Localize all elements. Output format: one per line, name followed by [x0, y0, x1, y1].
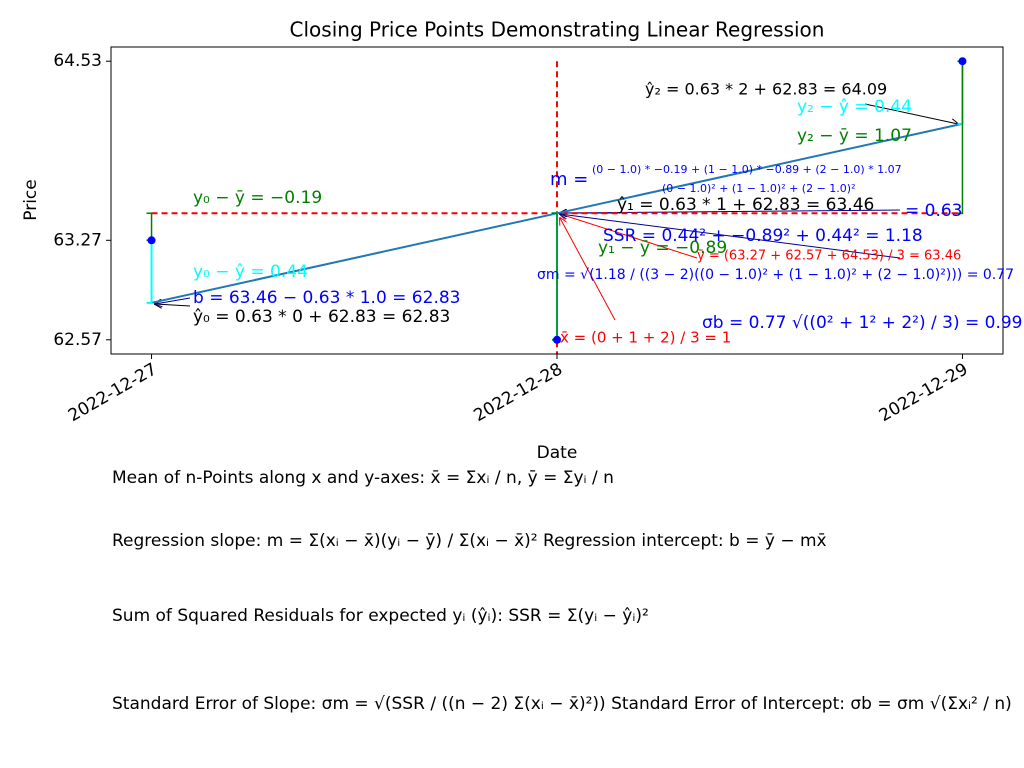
point — [553, 335, 561, 344]
x-tick-label: 2022-12-27 — [65, 359, 161, 426]
annotation: y₂ − ȳ = 1.07 — [797, 126, 912, 146]
annotation: SSR = 0.44² + −0.89² + 0.44² = 1.18 — [603, 226, 923, 246]
annotation: σm = √(1.18 / ((3 − 2)((0 − 1.0)² + (1 −… — [537, 267, 1014, 283]
annotation: = 0.63 — [905, 201, 963, 221]
y-tick-label: 64.53 — [53, 51, 102, 71]
x-tick-label: 2022-12-28 — [470, 359, 566, 426]
annotation: b = 63.46 − 0.63 * 1.0 = 62.83 — [193, 288, 460, 308]
formula: Mean of n-Points along x and y-axes: x̄ … — [112, 468, 614, 488]
arrow — [560, 214, 901, 259]
point — [958, 57, 967, 66]
annotation: y₁ − ȳ = −0.89 — [598, 238, 727, 258]
arrow — [155, 304, 191, 306]
annotation: ŷ₂ = 0.63 * 2 + 62.83 = 64.09 — [645, 80, 887, 99]
annotation: m = — [550, 169, 588, 190]
axes-frame — [110, 46, 1004, 355]
annotation: σb = 0.77 √((0² + 1² + 2²) / 3) = 0.99 — [702, 313, 1023, 333]
y-tick-label: 63.27 — [53, 230, 102, 250]
annotation: (0 − 1.0) * −0.19 + (1 − 1.0) * −0.89 + … — [592, 163, 902, 176]
annotation: y₀ − ȳ = −0.19 — [193, 188, 322, 208]
x-axis-label: Date — [537, 443, 578, 463]
annotation: (0 − 1.0)² + (1 − 1.0)² + (2 − 1.0)² — [662, 182, 856, 195]
annotation: ŷ₁ = 0.63 * 1 + 62.83 = 63.46 — [617, 195, 874, 215]
residual — [146, 239, 153, 304]
point — [147, 236, 156, 245]
arrow — [864, 103, 958, 124]
formula: Sum of Squared Residuals for expected yᵢ… — [112, 606, 649, 626]
y-axis-label: Price — [21, 179, 41, 220]
annotation: y₂ − ŷ = 0.44 — [797, 97, 912, 117]
annotation: ŷ₀ = 0.63 * 0 + 62.83 = 62.83 — [193, 307, 450, 327]
annotation: x̄ = (0 + 1 + 2) / 3 = 1 — [560, 329, 731, 347]
annotation: y₀ − ŷ = 0.44 — [193, 262, 308, 282]
x-tick-label: 2022-12-29 — [876, 359, 972, 426]
formula: Regression slope: m = Σ(xᵢ − x̄)(yᵢ − ȳ)… — [112, 531, 827, 551]
deviation — [957, 60, 964, 215]
formula: Standard Error of Slope: σm = √(SSR / ((… — [112, 694, 1012, 714]
chart-title: Closing Price Points Demonstrating Linea… — [290, 18, 825, 42]
annotation: ȳ = (63.27 + 62.57 + 64.53) / 3 = 63.46 — [697, 249, 961, 264]
arrow — [560, 218, 616, 321]
arrow — [560, 214, 698, 259]
arrow — [155, 297, 191, 304]
deviation — [146, 212, 153, 242]
y-tick-label: 62.57 — [53, 330, 102, 350]
